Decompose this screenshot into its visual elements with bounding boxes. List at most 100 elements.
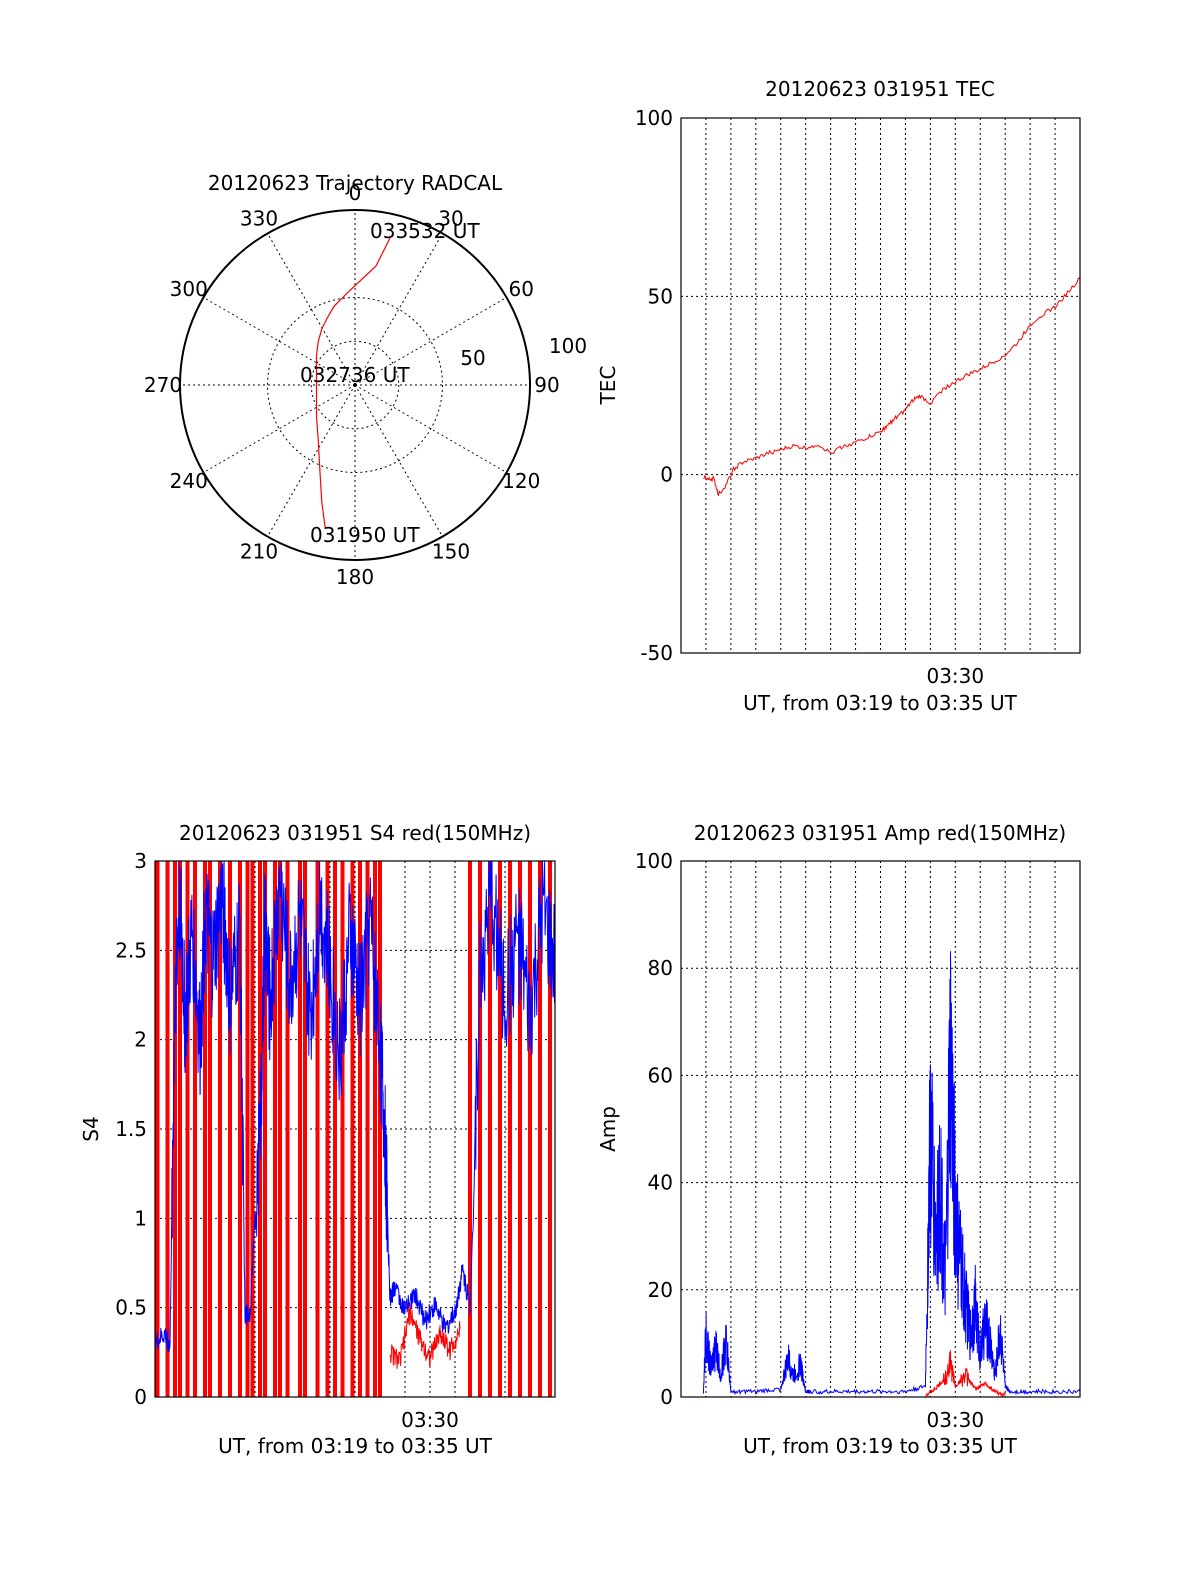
y-tick-label: 2 bbox=[134, 1028, 147, 1052]
tec-series bbox=[703, 277, 1081, 496]
y-tick-label: 0 bbox=[660, 1385, 673, 1409]
red-spike bbox=[228, 861, 232, 1397]
y-tick-label: 0.5 bbox=[115, 1296, 147, 1320]
tec-title: 20120623 031951 TEC bbox=[765, 77, 995, 101]
polar-spoke bbox=[267, 233, 356, 386]
amp-title: 20120623 031951 Amp red(150MHz) bbox=[694, 821, 1066, 845]
polar-angle-label: 120 bbox=[502, 469, 540, 493]
red-spike bbox=[325, 861, 330, 1397]
y-tick-label: 1.5 bbox=[115, 1117, 147, 1141]
tec-y-label: TEC bbox=[596, 366, 620, 406]
trajectory-line bbox=[315, 237, 391, 529]
polar-angle-label: 150 bbox=[432, 539, 470, 563]
polar-spoke bbox=[354, 233, 443, 386]
series-line bbox=[389, 1303, 461, 1369]
red-spike bbox=[165, 861, 170, 1397]
y-tick-label: 100 bbox=[635, 106, 673, 130]
red-spike bbox=[378, 861, 382, 1397]
red-spike bbox=[303, 861, 307, 1397]
polar-angle-label: 0 bbox=[349, 181, 362, 205]
y-tick-label: 50 bbox=[648, 284, 673, 308]
red-spike bbox=[358, 861, 362, 1397]
red-spike bbox=[238, 861, 242, 1397]
polar-ring-50 bbox=[267, 297, 443, 473]
polar-outer-ring bbox=[179, 209, 531, 561]
polar-radial-label: 100 bbox=[549, 334, 587, 358]
red-spike bbox=[373, 861, 377, 1397]
series-line bbox=[703, 277, 1081, 496]
tec-grid bbox=[681, 118, 1080, 653]
red-spike bbox=[250, 861, 255, 1397]
polar-angle-label: 90 bbox=[534, 373, 559, 397]
s4-y-label: S4 bbox=[79, 1116, 103, 1141]
y-tick-label: 2.5 bbox=[115, 938, 147, 962]
red-spike bbox=[285, 861, 290, 1397]
red-spike bbox=[178, 861, 182, 1397]
polar-angle-label: 270 bbox=[144, 373, 182, 397]
y-tick-label: 0 bbox=[660, 463, 673, 487]
polar-angle-label: 330 bbox=[240, 207, 278, 231]
polar-ring-25 bbox=[310, 340, 400, 430]
polar-grid bbox=[180, 210, 530, 560]
polar-spoke bbox=[354, 384, 443, 537]
red-spike bbox=[508, 861, 512, 1397]
y-tick-label: 40 bbox=[648, 1171, 673, 1195]
y-tick-label: -50 bbox=[640, 641, 673, 665]
polar-angle-label: 30 bbox=[438, 207, 463, 231]
series-line bbox=[154, 860, 556, 1353]
amp-grid bbox=[681, 861, 1080, 1397]
amp-frame bbox=[680, 860, 1081, 1398]
y-tick-label: 0 bbox=[134, 1385, 147, 1409]
polar-spoke bbox=[203, 297, 356, 386]
tec-x-tick-label: 03:30 bbox=[926, 664, 984, 688]
red-spike bbox=[245, 861, 250, 1397]
y-tick-label: 3 bbox=[134, 849, 147, 873]
s4-x-label: UT, from 03:19 to 03:35 UT bbox=[218, 1434, 493, 1458]
amp-y-label: Amp bbox=[596, 1106, 620, 1152]
red-spike bbox=[365, 861, 370, 1397]
amp-y-ticks: 0 20 40 60 80 100 bbox=[635, 849, 673, 1409]
red-spike bbox=[528, 861, 532, 1397]
red-spike bbox=[218, 861, 222, 1397]
polar-angle-label: 300 bbox=[170, 277, 208, 301]
red-spike bbox=[278, 861, 282, 1397]
polar-radial-labels: 50 100 bbox=[460, 334, 587, 370]
polar-spoke bbox=[354, 384, 507, 473]
red-spike bbox=[488, 861, 492, 1397]
red-spike bbox=[263, 861, 267, 1397]
s4-x-tick-label: 03:30 bbox=[401, 1408, 459, 1432]
red-spike bbox=[340, 861, 345, 1397]
red-spike bbox=[468, 861, 472, 1397]
s4-frame bbox=[154, 860, 556, 1398]
red-spike bbox=[315, 861, 320, 1397]
polar-angle-labels: 0 30 60 90 120 150 180 210 240 270 300 330 bbox=[144, 181, 560, 589]
red-spike bbox=[518, 861, 522, 1397]
y-tick-label: 60 bbox=[648, 1063, 673, 1087]
red-spike bbox=[185, 861, 190, 1397]
polar-radial-label: 50 bbox=[460, 346, 485, 370]
red-spike bbox=[298, 861, 302, 1397]
s4-title: 20120623 031951 S4 red(150MHz) bbox=[179, 821, 531, 845]
trajectory-start-label: 031950 UT bbox=[310, 523, 420, 547]
y-tick-label: 20 bbox=[648, 1278, 673, 1302]
red-spike bbox=[155, 861, 160, 1397]
y-tick-label: 1 bbox=[134, 1206, 147, 1230]
polar-angle-label: 240 bbox=[170, 469, 208, 493]
red-spike bbox=[193, 861, 197, 1397]
red-spike bbox=[173, 861, 177, 1397]
polar-spoke bbox=[203, 384, 356, 473]
polar-spoke bbox=[267, 384, 356, 537]
amp-x-label: UT, from 03:19 to 03:35 UT bbox=[743, 1434, 1018, 1458]
polar-angle-label: 210 bbox=[240, 539, 278, 563]
red-spike bbox=[498, 861, 502, 1397]
red-spike bbox=[333, 861, 337, 1397]
polar-angle-label: 60 bbox=[509, 277, 534, 301]
tec-frame bbox=[680, 117, 1081, 654]
red-spike bbox=[208, 861, 212, 1397]
polar-spoke bbox=[354, 297, 507, 386]
polar-title: 20120623 Trajectory RADCAL bbox=[208, 171, 503, 195]
red-spike bbox=[478, 861, 482, 1397]
tec-y-ticks: -50 0 50 100 bbox=[635, 106, 673, 665]
tec-x-label: UT, from 03:19 to 03:35 UT bbox=[743, 691, 1018, 715]
